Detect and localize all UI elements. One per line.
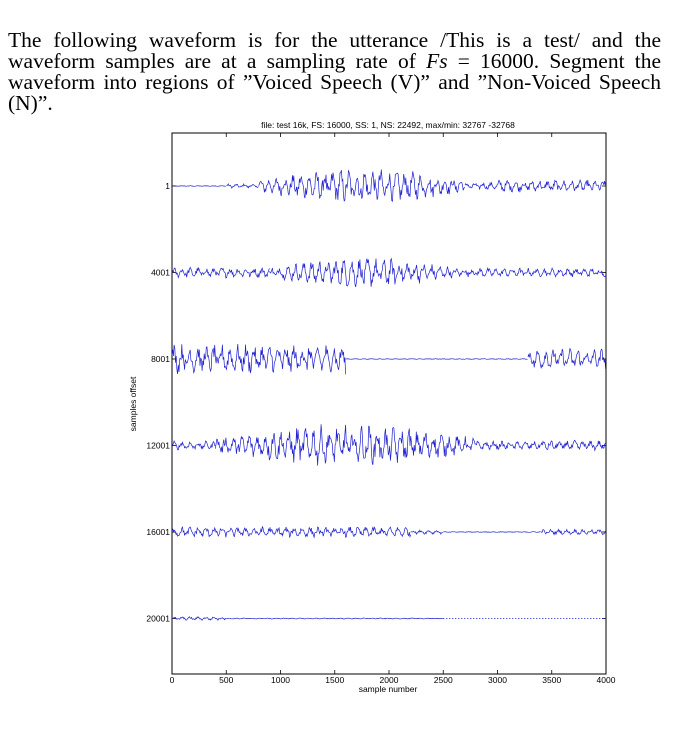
row-offset-label: 4001	[151, 268, 170, 278]
question-text: The following waveform is for the uttera…	[8, 27, 662, 115]
x-tick-label: 2000	[380, 675, 399, 685]
plot-axes-box	[171, 132, 607, 675]
row-offset-label: 1	[165, 181, 170, 191]
waveform-segment	[171, 185, 226, 187]
waveform-segment	[258, 169, 465, 203]
waveform-segment	[497, 178, 606, 193]
fs-symbol: Fs	[426, 48, 448, 73]
question-part-1: The following waveform is for the uttera…	[8, 27, 661, 73]
row-offset-label: 12001	[146, 441, 170, 451]
waveform-segment	[215, 424, 476, 466]
waveform-segment	[540, 439, 606, 452]
waveform-segment	[171, 616, 227, 621]
waveform-segment	[345, 358, 528, 360]
waveform-segment	[540, 528, 606, 536]
waveform-segment	[269, 257, 455, 288]
waveform-segment	[171, 525, 412, 539]
x-tick-label: 0	[170, 675, 175, 685]
waveform-segment	[464, 181, 498, 191]
waveform-segment	[226, 182, 259, 189]
waveform-segment	[443, 531, 541, 533]
waveform-segment	[171, 343, 346, 375]
x-tick-label: 3000	[488, 675, 507, 685]
waveform-rows	[171, 169, 606, 621]
x-axis-label: sample number	[359, 684, 418, 694]
x-tick-label: 1000	[271, 675, 290, 685]
waveform-segment	[527, 347, 606, 370]
waveform-segment	[171, 440, 216, 451]
waveform-segment	[171, 266, 270, 279]
row-offset-label: 8001	[151, 354, 170, 364]
row-offset-label: 16001	[146, 527, 170, 537]
plot-title: file: test 16k, FS: 16000, SS: 1, NS: 22…	[261, 120, 515, 130]
x-tick-label: 500	[219, 675, 233, 685]
x-axis: 0 500 1000 1500 2000 2500 3000 3500 4000	[170, 133, 616, 685]
question-part-2: = 16000. Segment the waveform into regio…	[8, 48, 662, 115]
x-tick-label: 2500	[434, 675, 453, 685]
x-tick-label: 4000	[597, 675, 616, 685]
y-axis: 1 4001 8001 12001 16001 20001	[146, 181, 606, 624]
y-axis-label: samples offset	[128, 376, 138, 431]
x-tick-label: 1500	[325, 675, 344, 685]
x-tick-label: 3500	[542, 675, 561, 685]
waveform-segment	[475, 439, 541, 451]
row-offset-label: 20001	[146, 614, 170, 624]
waveform-segment	[410, 529, 443, 535]
waveform-segment	[226, 617, 444, 620]
waveform-segment	[453, 267, 606, 278]
